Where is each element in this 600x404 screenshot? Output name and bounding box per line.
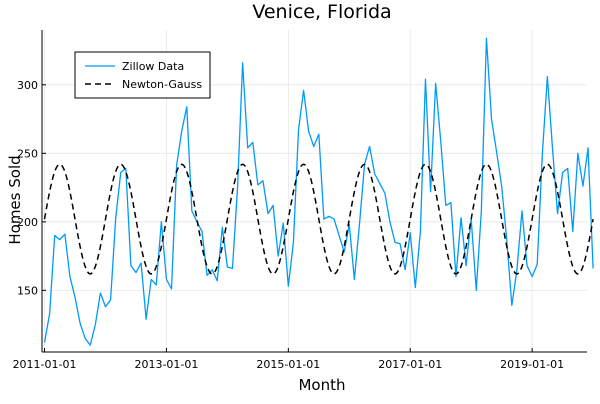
y-tick-label: 200 — [17, 216, 38, 229]
x-tick-label: 2015-01-01 — [256, 358, 320, 371]
x-axis-label: Month — [298, 376, 345, 394]
x-tick-label: 2019-01-01 — [500, 358, 564, 371]
legend-box — [74, 51, 211, 99]
chart-title: Venice, Florida — [252, 1, 391, 23]
y-tick-label: 300 — [17, 79, 38, 92]
x-tick-label: 2011-01-01 — [13, 358, 77, 371]
series-line-zillow-data — [43, 37, 594, 346]
axes — [41, 30, 587, 353]
tick-labels: 2011-01-01 2013-01-01 2015-01-01 2017-01-01… — [13, 79, 565, 371]
legend-label-zillow-data: Zillow Data — [122, 60, 184, 73]
y-tick-label: 250 — [17, 147, 38, 160]
x-tick-label: 2017-01-01 — [378, 358, 442, 371]
legend: Zillow Data Newton-Gauss — [74, 51, 211, 99]
legend-label-newton-gauss: Newton-Gauss — [122, 78, 202, 91]
y-axis-label: Homes Sold — [6, 155, 24, 244]
series-line-newton-gauss — [43, 163, 594, 275]
data-series — [43, 37, 594, 346]
x-tick-label: 2013-01-01 — [134, 358, 198, 371]
y-tick-label: 150 — [17, 284, 38, 297]
